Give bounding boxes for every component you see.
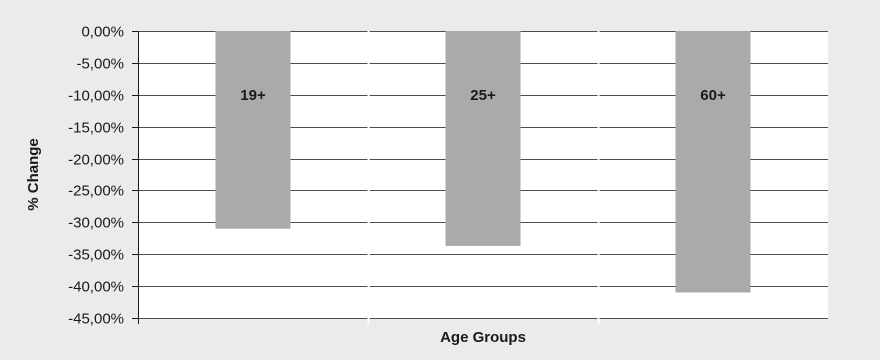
- y-tick-label: -5,00%: [76, 56, 124, 73]
- x-axis-title: Age Groups: [440, 329, 526, 346]
- bar-19: [215, 31, 291, 229]
- y-tick-label: -30,00%: [68, 215, 124, 232]
- bar-60: [675, 31, 751, 293]
- bar-labels: 19+ 25+ 60+: [240, 87, 726, 104]
- y-tick-label: -45,00%: [68, 311, 124, 328]
- category-separators: [367, 31, 600, 324]
- y-axis: [132, 31, 139, 324]
- y-tick-label: 0,00%: [81, 24, 124, 41]
- y-tick-label: -15,00%: [68, 120, 124, 137]
- bar-category-label: 19+: [240, 87, 266, 104]
- bars: [215, 31, 751, 293]
- bar-category-label: 25+: [470, 87, 496, 104]
- y-tick-label: -10,00%: [68, 88, 124, 105]
- y-tick-label: -25,00%: [68, 183, 124, 200]
- y-axis-title: % Change: [25, 138, 42, 211]
- y-tick-labels: 0,00% -5,00% -10,00% -15,00% -20,00% -25,00% -…: [68, 24, 124, 328]
- y-tick-label: -40,00%: [68, 279, 124, 296]
- bar-25: [445, 31, 521, 246]
- y-tick-label: -35,00%: [68, 247, 124, 264]
- y-tick-label: -20,00%: [68, 152, 124, 169]
- bar-category-label: 60+: [700, 87, 726, 104]
